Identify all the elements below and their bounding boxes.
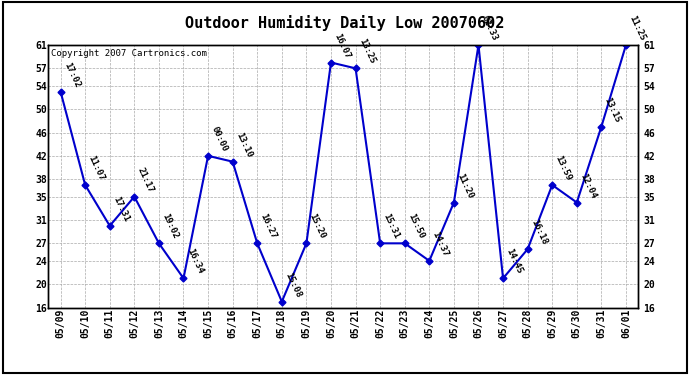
Text: 14:37: 14:37 xyxy=(431,230,450,258)
Text: 13:15: 13:15 xyxy=(603,96,622,124)
Text: 17:31: 17:31 xyxy=(111,195,130,223)
Text: 16:18: 16:18 xyxy=(529,218,549,246)
Text: 11:25: 11:25 xyxy=(627,14,647,42)
Text: 19:02: 19:02 xyxy=(160,212,180,240)
Text: 16:27: 16:27 xyxy=(259,212,278,240)
Text: 13:59: 13:59 xyxy=(553,154,573,182)
Text: Copyright 2007 Cartronics.com: Copyright 2007 Cartronics.com xyxy=(51,49,207,58)
Text: 11:20: 11:20 xyxy=(455,171,475,200)
Text: 15:08: 15:08 xyxy=(283,271,303,299)
Text: 13:10: 13:10 xyxy=(234,131,253,159)
Text: 15:50: 15:50 xyxy=(406,212,426,240)
Text: 17:02: 17:02 xyxy=(62,61,81,89)
Text: 15:31: 15:31 xyxy=(382,212,401,240)
Text: 15:20: 15:20 xyxy=(308,212,327,240)
Text: 21:17: 21:17 xyxy=(136,166,155,194)
Text: 11:07: 11:07 xyxy=(86,154,106,182)
Text: 16:07: 16:07 xyxy=(333,32,352,60)
Text: 12:04: 12:04 xyxy=(578,171,598,200)
Text: Outdoor Humidity Daily Low 20070602: Outdoor Humidity Daily Low 20070602 xyxy=(186,15,504,31)
Text: 00:00: 00:00 xyxy=(210,125,229,153)
Text: 16:34: 16:34 xyxy=(185,248,204,276)
Text: 14:45: 14:45 xyxy=(504,248,524,276)
Text: 02:33: 02:33 xyxy=(480,14,500,42)
Text: 13:25: 13:25 xyxy=(357,38,377,66)
